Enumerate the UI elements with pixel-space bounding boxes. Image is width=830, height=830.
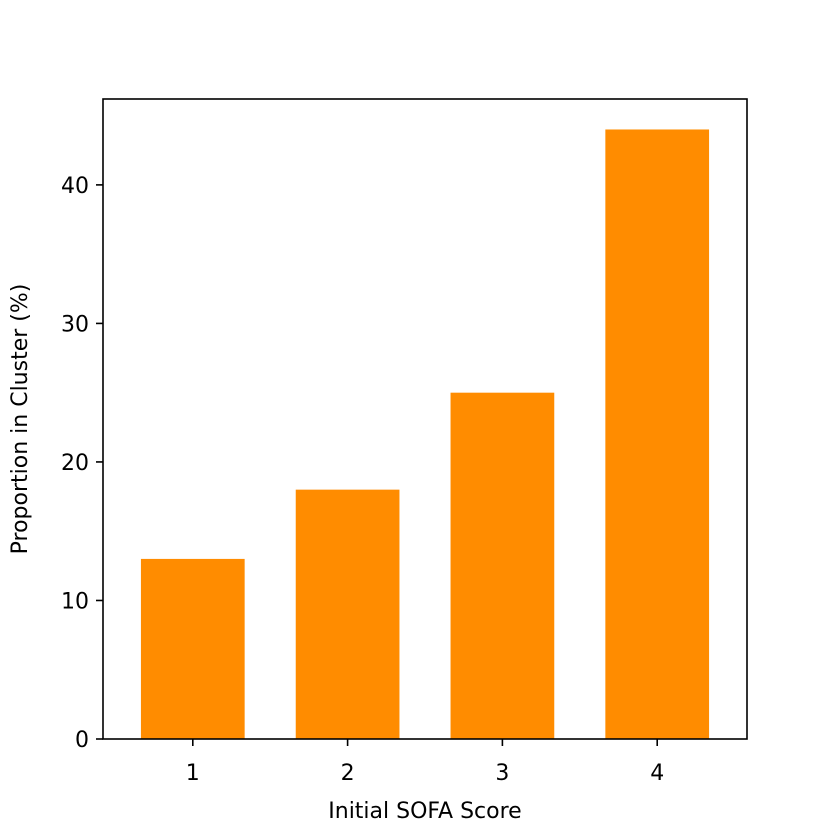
y-tick-label: 40 xyxy=(61,174,89,199)
bar-4 xyxy=(605,129,710,740)
x-axis-label: Initial SOFA Score xyxy=(328,799,521,824)
y-tick-label: 10 xyxy=(61,589,89,614)
x-tick-label: 3 xyxy=(495,761,509,786)
x-tick-label: 1 xyxy=(186,761,200,786)
bars-group xyxy=(140,129,710,740)
x-tick-label: 2 xyxy=(341,761,355,786)
x-tick-label: 4 xyxy=(650,761,664,786)
y-tick-label: 20 xyxy=(61,451,89,476)
bar-2 xyxy=(295,489,400,739)
y-axis-ticks: 0 10 20 30 40 xyxy=(61,174,103,753)
plot-frame xyxy=(102,98,748,740)
bar-3 xyxy=(450,392,555,739)
bar-1 xyxy=(140,558,245,739)
y-tick-label: 0 xyxy=(75,728,89,753)
x-axis-ticks: 1 2 3 4 xyxy=(186,739,664,786)
y-tick-label: 30 xyxy=(61,312,89,337)
y-axis-label: Proportion in Cluster (%) xyxy=(8,284,33,555)
